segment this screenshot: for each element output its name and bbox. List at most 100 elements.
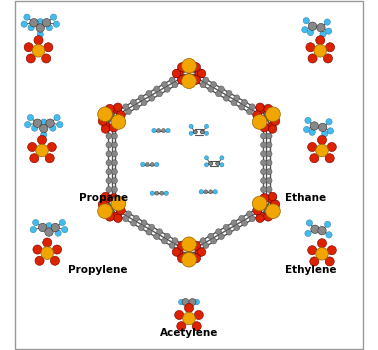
Circle shape	[161, 128, 166, 133]
Circle shape	[156, 229, 163, 235]
Circle shape	[211, 82, 217, 88]
Circle shape	[31, 125, 38, 131]
Circle shape	[252, 115, 267, 130]
Circle shape	[172, 248, 181, 256]
Circle shape	[327, 246, 336, 255]
Circle shape	[204, 190, 208, 194]
Circle shape	[192, 242, 198, 248]
Text: Propane: Propane	[79, 193, 128, 203]
Circle shape	[226, 229, 232, 235]
Circle shape	[260, 133, 266, 139]
Circle shape	[310, 154, 319, 163]
Circle shape	[177, 241, 187, 250]
Circle shape	[218, 86, 224, 92]
Circle shape	[266, 151, 272, 157]
Circle shape	[118, 113, 124, 119]
Circle shape	[169, 77, 175, 83]
Circle shape	[141, 162, 145, 167]
Circle shape	[204, 156, 209, 160]
Circle shape	[310, 257, 319, 266]
Circle shape	[30, 154, 39, 163]
Circle shape	[267, 122, 276, 132]
Circle shape	[266, 178, 272, 183]
Circle shape	[45, 154, 54, 163]
Circle shape	[316, 36, 325, 45]
Circle shape	[172, 82, 178, 88]
Circle shape	[253, 206, 262, 215]
Circle shape	[123, 104, 129, 110]
Circle shape	[180, 242, 186, 248]
Circle shape	[308, 54, 317, 63]
Circle shape	[101, 192, 110, 201]
Circle shape	[150, 191, 155, 195]
Circle shape	[326, 119, 332, 125]
Circle shape	[106, 187, 112, 193]
Circle shape	[51, 223, 59, 232]
Circle shape	[62, 226, 68, 233]
Circle shape	[112, 169, 118, 175]
Circle shape	[204, 124, 209, 128]
Circle shape	[305, 230, 311, 237]
Circle shape	[30, 19, 38, 27]
Circle shape	[191, 241, 201, 250]
Circle shape	[220, 156, 224, 160]
Circle shape	[318, 135, 327, 145]
Circle shape	[98, 117, 107, 126]
Circle shape	[194, 299, 200, 305]
Circle shape	[242, 220, 248, 226]
Text: Ethane: Ethane	[285, 193, 326, 203]
Circle shape	[213, 190, 217, 194]
Circle shape	[112, 160, 118, 166]
Circle shape	[59, 219, 65, 226]
Circle shape	[234, 225, 240, 231]
Circle shape	[177, 247, 183, 253]
Circle shape	[174, 247, 183, 257]
Circle shape	[106, 124, 112, 130]
Circle shape	[109, 123, 118, 132]
Circle shape	[28, 25, 34, 31]
Circle shape	[306, 43, 315, 52]
Circle shape	[260, 123, 269, 132]
Circle shape	[112, 124, 118, 130]
Circle shape	[46, 223, 52, 229]
Circle shape	[33, 119, 42, 127]
Circle shape	[260, 160, 266, 166]
Circle shape	[307, 29, 314, 36]
Circle shape	[164, 191, 169, 195]
Circle shape	[105, 212, 114, 221]
Circle shape	[112, 195, 118, 201]
Circle shape	[220, 163, 224, 167]
Circle shape	[53, 245, 62, 254]
Circle shape	[150, 162, 154, 167]
Circle shape	[316, 144, 328, 157]
Circle shape	[320, 31, 326, 37]
Circle shape	[223, 224, 229, 230]
Circle shape	[203, 243, 209, 248]
Circle shape	[138, 95, 144, 101]
Circle shape	[112, 187, 118, 193]
Circle shape	[177, 72, 183, 78]
Circle shape	[33, 245, 42, 254]
Circle shape	[50, 125, 56, 131]
Circle shape	[239, 104, 245, 110]
Circle shape	[253, 111, 262, 120]
Circle shape	[226, 90, 232, 96]
Circle shape	[199, 190, 203, 194]
Circle shape	[106, 142, 112, 148]
Circle shape	[303, 18, 310, 24]
Circle shape	[118, 206, 124, 212]
Circle shape	[123, 216, 129, 222]
Circle shape	[260, 194, 269, 203]
Circle shape	[40, 119, 47, 125]
Circle shape	[195, 247, 204, 257]
Circle shape	[178, 299, 184, 305]
Circle shape	[177, 322, 186, 331]
Circle shape	[200, 130, 204, 134]
Circle shape	[141, 220, 147, 226]
Circle shape	[260, 187, 266, 193]
Circle shape	[102, 122, 111, 132]
Circle shape	[200, 238, 206, 244]
Circle shape	[267, 194, 276, 203]
Circle shape	[305, 117, 311, 124]
Circle shape	[130, 220, 136, 226]
